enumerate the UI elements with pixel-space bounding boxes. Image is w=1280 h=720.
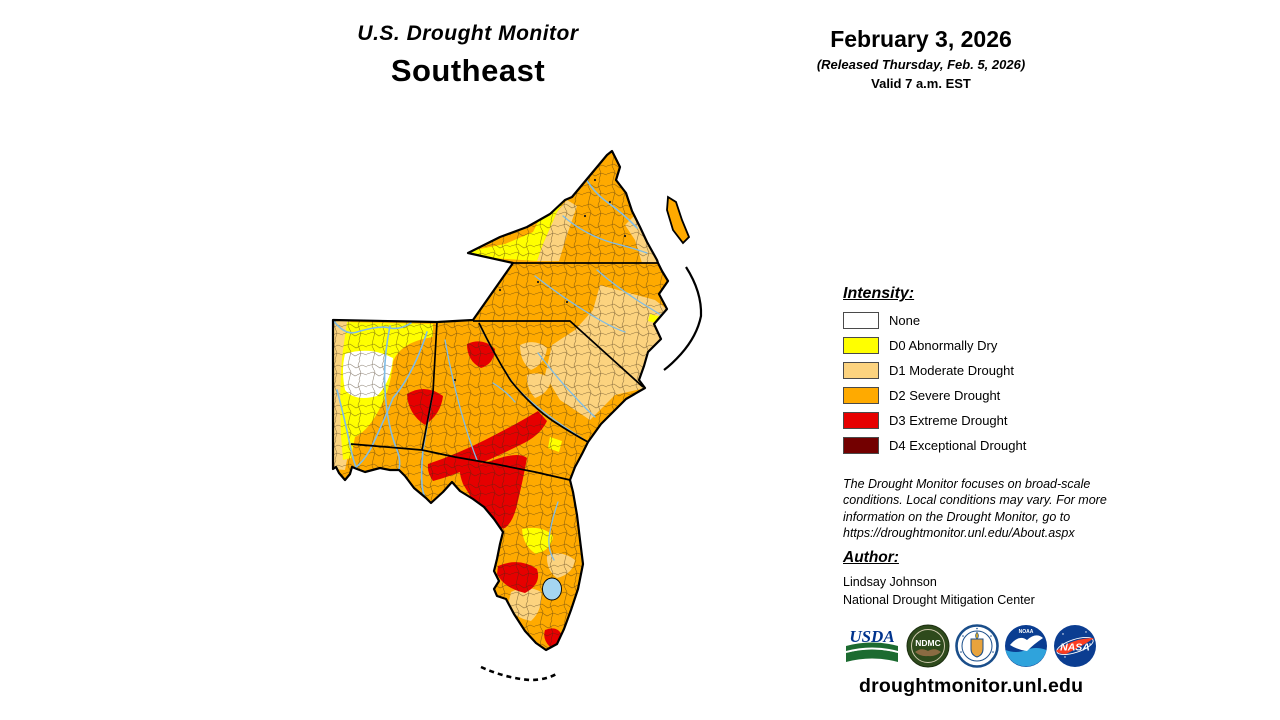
florida-keys xyxy=(480,665,559,682)
legend-item: D1 Moderate Drought xyxy=(843,362,1183,379)
author-heading: Author: xyxy=(843,549,899,566)
release-date: (Released Thursday, Feb. 5, 2026) xyxy=(816,57,1026,72)
legend-item: D4 Exceptional Drought xyxy=(843,437,1183,454)
legend-swatch xyxy=(843,437,879,454)
site-url-link[interactable]: droughtmonitor.unl.edu xyxy=(859,675,1084,697)
ndmc-text: NDMC xyxy=(915,638,941,648)
page-title: U.S. Drought Monitor xyxy=(357,22,579,45)
coastline-outline xyxy=(331,149,670,652)
legend-swatch xyxy=(843,412,879,429)
legend-item: None xyxy=(843,312,1183,329)
disclaimer-text: The Drought Monitor focuses on broad-sca… xyxy=(843,477,1107,540)
noaa-text: NOAA xyxy=(1019,629,1034,635)
noaa-logo: NOAA xyxy=(1005,625,1047,667)
state-borders xyxy=(350,262,658,481)
legend-label: D1 Moderate Drought xyxy=(889,363,1015,378)
legend-swatch xyxy=(843,362,879,379)
agency-logos: USDA NDMC xyxy=(843,623,1097,669)
legend-label: D3 Extreme Drought xyxy=(889,413,1008,428)
info-panel: Intensity: None D0 Abnormally Dry D1 Moder… xyxy=(843,285,1183,697)
legend-items: None D0 Abnormally Dry D1 Moderate Drought… xyxy=(843,312,1183,454)
map-date: February 3, 2026 xyxy=(830,26,1012,52)
legend-swatch xyxy=(843,337,879,354)
legend-swatch xyxy=(843,387,879,404)
county-lines-texture xyxy=(333,151,668,650)
drought-map xyxy=(295,140,715,700)
nasa-text: NASA xyxy=(1060,642,1090,654)
legend-label: D4 Exceptional Drought xyxy=(889,438,1027,453)
usda-logo: USDA xyxy=(846,627,898,662)
valid-time: Valid 7 a.m. EST xyxy=(871,76,971,91)
legend-label: D2 Severe Drought xyxy=(889,388,1001,403)
title-block: U.S. Drought Monitor Southeast xyxy=(318,22,618,89)
legend-swatch xyxy=(843,312,879,329)
legend-item: D0 Abnormally Dry xyxy=(843,337,1183,354)
date-block: February 3, 2026 (Released Thursday, Feb… xyxy=(790,26,1052,91)
delmarva-peninsula xyxy=(666,195,691,245)
usda-text: USDA xyxy=(849,627,894,646)
legend-item: D3 Extreme Drought xyxy=(843,412,1183,429)
legend-heading: Intensity: xyxy=(843,285,915,302)
author-organization: National Drought Mitigation Center xyxy=(843,593,1035,607)
southeast-map-svg xyxy=(331,149,703,682)
legend-item: D2 Severe Drought xyxy=(843,387,1183,404)
author-name: Lindsay Johnson xyxy=(843,575,937,589)
outer-banks xyxy=(663,266,703,371)
nasa-logo: NASA xyxy=(1054,625,1096,667)
commerce-seal-logo xyxy=(955,624,999,668)
region-title: Southeast xyxy=(390,53,546,88)
rivers xyxy=(333,173,662,561)
legend-label: None xyxy=(889,313,921,328)
ndmc-logo: NDMC xyxy=(906,624,950,668)
city-dots xyxy=(453,178,627,382)
lake-okeechobee xyxy=(542,577,562,601)
legend-label: D0 Abnormally Dry xyxy=(889,338,998,353)
